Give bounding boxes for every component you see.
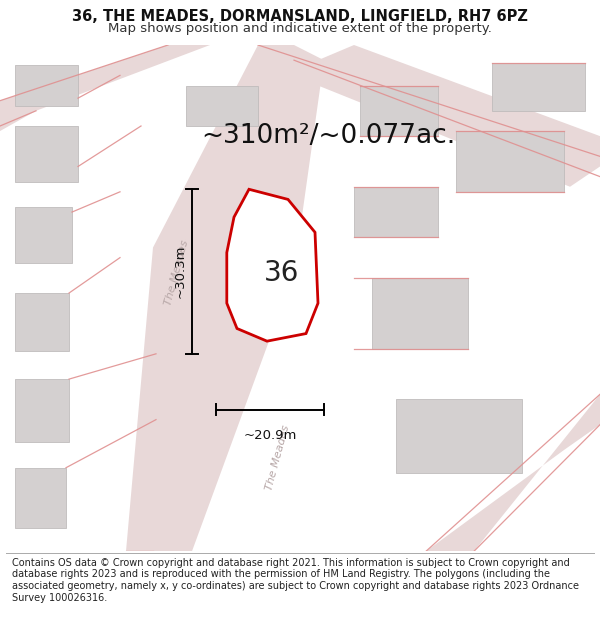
Text: 36: 36: [264, 259, 299, 286]
Polygon shape: [360, 86, 438, 136]
Text: The Meades: The Meades: [163, 239, 191, 307]
Text: ~30.3m: ~30.3m: [173, 245, 187, 298]
Polygon shape: [15, 126, 78, 182]
Polygon shape: [126, 45, 324, 551]
Polygon shape: [456, 131, 564, 192]
Polygon shape: [15, 207, 72, 262]
Polygon shape: [372, 278, 468, 349]
Polygon shape: [426, 394, 600, 551]
Text: 36, THE MEADES, DORMANSLAND, LINGFIELD, RH7 6PZ: 36, THE MEADES, DORMANSLAND, LINGFIELD, …: [72, 9, 528, 24]
Polygon shape: [227, 189, 318, 341]
Polygon shape: [15, 293, 69, 351]
Polygon shape: [186, 86, 258, 126]
Polygon shape: [318, 45, 600, 187]
Polygon shape: [15, 65, 78, 106]
Polygon shape: [15, 468, 66, 529]
Text: Map shows position and indicative extent of the property.: Map shows position and indicative extent…: [108, 22, 492, 35]
Polygon shape: [492, 62, 585, 111]
Text: Contains OS data © Crown copyright and database right 2021. This information is : Contains OS data © Crown copyright and d…: [12, 558, 579, 602]
Text: The Meades: The Meades: [264, 424, 292, 491]
Polygon shape: [0, 45, 210, 131]
Polygon shape: [15, 379, 69, 442]
Polygon shape: [354, 187, 438, 238]
Text: ~310m²/~0.077ac.: ~310m²/~0.077ac.: [201, 123, 455, 149]
Polygon shape: [396, 399, 522, 472]
Text: ~20.9m: ~20.9m: [244, 429, 296, 442]
